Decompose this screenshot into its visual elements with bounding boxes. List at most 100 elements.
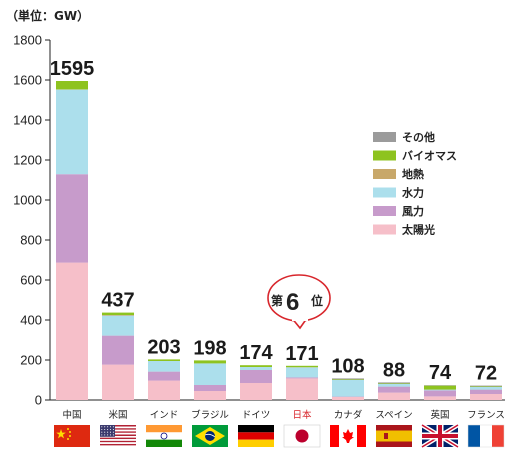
bar-segment [148, 380, 180, 400]
total-label: 437 [101, 290, 134, 312]
y-tick-label: 400 [20, 313, 42, 328]
bar-segment [102, 315, 134, 316]
legend-label: バイオマス [402, 150, 457, 163]
bar-segment [194, 360, 226, 364]
rank-callout: 第 6 位 [267, 274, 331, 330]
bar-segment [194, 385, 226, 391]
total-labels: 1595 437 203 198 174 171 108 88 74 72 [50, 58, 497, 385]
bar-segment [102, 335, 134, 365]
bar-segment [102, 312, 134, 315]
total-label: 74 [429, 362, 452, 384]
bar-segment [56, 89, 88, 175]
legend-label: 太陽光 [401, 223, 435, 237]
bars [56, 81, 502, 400]
category-label: スペイン [375, 410, 412, 421]
y-tick-label: 1800 [13, 33, 42, 48]
total-label: 174 [239, 342, 273, 364]
bar-segment [332, 379, 364, 380]
uk-flag [420, 423, 460, 449]
bar-segment [470, 387, 502, 390]
legend-label: 水力 [402, 186, 424, 200]
category-label: ブラジル [191, 409, 229, 421]
total-label: 171 [285, 343, 318, 365]
bar-segment [332, 397, 364, 400]
y-tick-label: 0 [35, 393, 42, 408]
category-label: 日本 [292, 409, 312, 421]
bar-segment [332, 380, 364, 397]
bar-segment [56, 174, 88, 263]
bar-segment [194, 363, 226, 385]
legend-label: その他 [402, 130, 435, 144]
category-label: カナダ [334, 409, 363, 421]
callout-pointer [292, 318, 307, 330]
bar-segment [424, 396, 456, 400]
bar-segment [102, 315, 134, 336]
bar-segment [102, 364, 134, 400]
brazil-flag [192, 425, 228, 447]
category-label: 中国 [62, 409, 81, 421]
category-labels: 中国 米国 インド ブラジル ドイツ 日本 カナダ スペイン 英国 フランス [62, 409, 504, 421]
bar-segment [470, 385, 502, 387]
japan-flag [283, 424, 321, 448]
bar-segment [470, 386, 502, 387]
bar-segment [56, 262, 88, 400]
bar-segment [424, 385, 456, 390]
legend-swatch [373, 132, 396, 142]
total-label: 198 [193, 337, 226, 359]
bar-segment [470, 394, 502, 400]
usa-flag [100, 425, 136, 447]
category-label: フランス [467, 410, 505, 421]
bar-segment [378, 392, 410, 400]
bar-segment [286, 377, 318, 379]
unit-label: （単位：GW） [6, 8, 89, 23]
canada-flag [330, 425, 366, 447]
y-tick-label: 1000 [13, 193, 42, 208]
bar-segment [56, 81, 88, 90]
category-label: インド [150, 410, 179, 421]
category-label: 英国 [430, 409, 449, 421]
y-tick-label: 800 [20, 233, 42, 248]
callout-pointer-mask [292, 316, 308, 321]
bar-segment [378, 386, 410, 393]
callout-rank: 6 [286, 289, 299, 316]
total-label: 88 [383, 359, 405, 381]
china-flag [54, 425, 90, 447]
total-label: 72 [475, 363, 497, 385]
total-label: 203 [147, 336, 180, 358]
total-label: 1595 [50, 58, 95, 80]
spain-flag [376, 425, 412, 447]
bar-segment [424, 390, 456, 397]
india-flag [146, 425, 182, 447]
bar-segment [148, 371, 180, 381]
total-label: 108 [331, 355, 364, 377]
y-tick-label: 1400 [13, 113, 42, 128]
bar-segment [378, 383, 410, 384]
legend-label: 地熱 [402, 167, 424, 181]
bar-segment [424, 389, 456, 391]
france-flag [467, 424, 505, 448]
bar-segment [240, 370, 272, 383]
category-label: ドイツ [242, 410, 271, 421]
legend-swatch [373, 187, 396, 198]
bar-segment [378, 382, 410, 384]
bar-segment [286, 378, 318, 400]
bar-segment [240, 367, 272, 370]
bar-segment [332, 378, 364, 380]
callout-prefix: 第 [271, 293, 283, 308]
legend-swatch [373, 206, 396, 216]
y-tick-label: 600 [20, 273, 42, 288]
bar-segment [470, 389, 502, 394]
bar-segment [240, 365, 272, 367]
y-tick-label: 200 [20, 353, 42, 368]
germany-flag [238, 425, 274, 447]
y-tick-label: 1600 [13, 73, 42, 88]
bar-segment [148, 361, 180, 372]
callout-suffix: 位 [311, 293, 323, 308]
bar-segment [194, 391, 226, 400]
legend-swatch [373, 169, 396, 179]
bar-segment [286, 365, 318, 368]
legend-swatch [373, 150, 396, 161]
legend-swatch [373, 224, 396, 235]
